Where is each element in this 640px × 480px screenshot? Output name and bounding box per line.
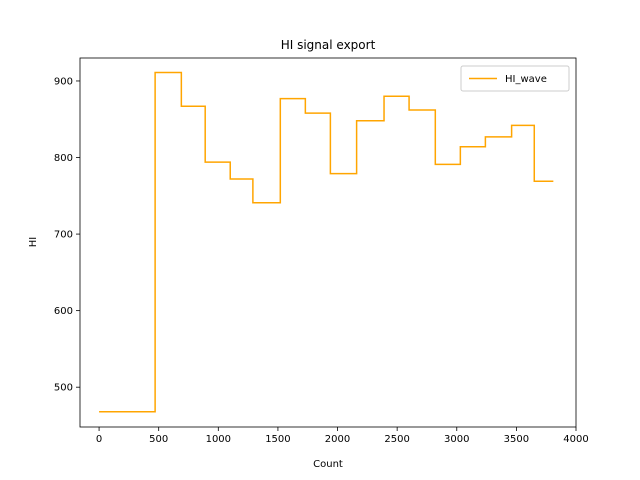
axes-frame [79,57,577,428]
y-tick-label: 800 [54,153,73,164]
y-axis: 500 600 700 800 900 [54,76,80,394]
y-tick-label: 700 [54,230,73,241]
x-tick-label: 4000 [563,434,588,445]
y-tick-label: 900 [54,76,73,87]
chart-title: HI signal export [281,38,376,52]
x-axis-label: Count [313,459,343,470]
x-tick-label: 0 [96,434,102,445]
x-tick-label: 2000 [325,434,350,445]
x-tick-label: 2500 [384,434,409,445]
legend: HI_wave [460,65,570,92]
legend-label: HI_wave [505,74,547,85]
plot-area [79,57,577,428]
plot-background [80,58,576,427]
y-tick-label: 600 [54,306,73,317]
legend-box [460,65,570,92]
x-tick-label: 500 [149,434,168,445]
x-tick-label: 1000 [206,434,231,445]
y-axis-label: HI [28,237,39,247]
x-tick-label: 3500 [504,434,529,445]
x-axis: 0 500 1000 1500 2000 2500 3000 3500 4000 [96,427,589,445]
series-line-0 [99,71,554,413]
x-tick-label: 1500 [265,434,290,445]
x-tick-label: 3000 [444,434,469,445]
y-tick-label: 500 [54,383,73,394]
